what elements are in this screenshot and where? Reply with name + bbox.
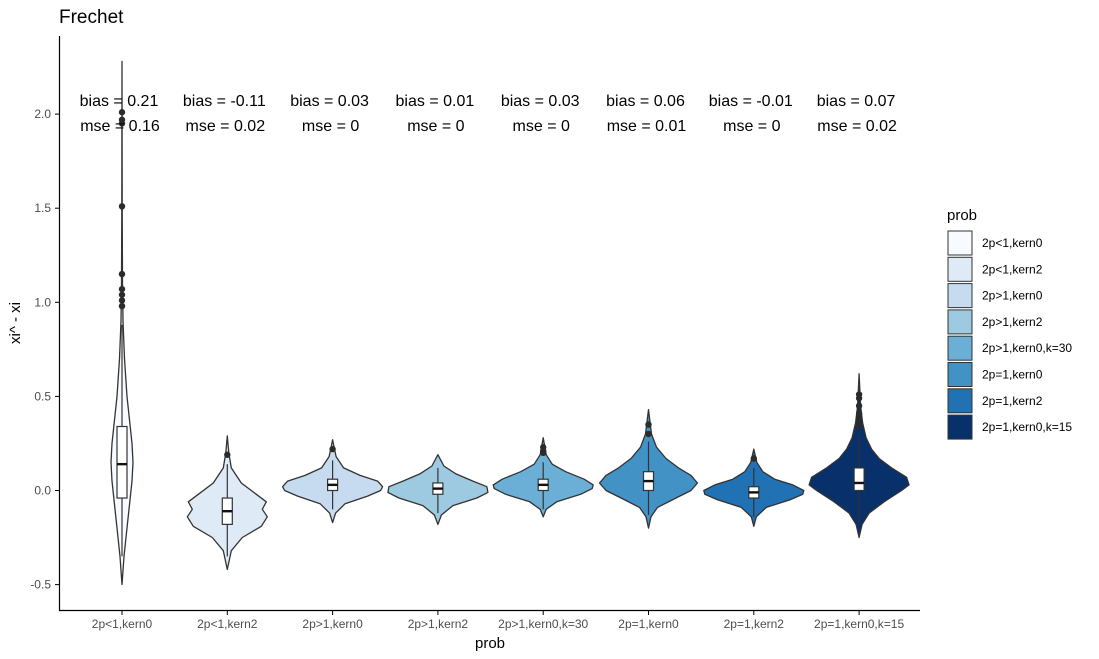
legend-label: 2p>1,kern2 [982, 315, 1043, 329]
chart-title: Frechet [59, 7, 124, 28]
legend-label: 2p<1,kern2 [982, 262, 1043, 276]
mse-label: mse = 0.16 [80, 118, 160, 135]
legend-swatch [947, 335, 973, 361]
legend-label: 2p=1,kern0,k=15 [982, 420, 1072, 434]
bias-label: bias = 0.07 [817, 93, 896, 110]
outlier-point [645, 421, 652, 428]
outlier-point [750, 455, 757, 462]
legend-swatch [947, 309, 973, 335]
bias-label: bias = 0.01 [396, 93, 475, 110]
outlier-point [118, 203, 126, 210]
outlier-point [645, 430, 652, 438]
x-tick-label: 2p=1,kern0 [618, 617, 679, 631]
outlier-point [118, 297, 126, 304]
y-tick-label: -0.5 [30, 578, 51, 592]
bias-label: bias = 0.06 [606, 93, 685, 110]
y-axis-title: xi^ - xi [7, 302, 24, 344]
x-tick-label: 2p>1,kern0,k=30 [498, 617, 588, 631]
legend-label: 2p=1,kern0 [982, 368, 1043, 382]
mse-label: mse = 0.02 [817, 118, 897, 135]
legend: prob 2p<1,kern0 2p<1,kern2 2p>1,kern0 2p>1,… [947, 207, 1072, 440]
outlier-point [118, 291, 126, 298]
outlier-point [855, 402, 863, 410]
bias-label: bias = 0.21 [80, 93, 159, 110]
mse-label: mse = 0.01 [607, 118, 687, 135]
outlier-point [855, 391, 863, 398]
x-tick-label: 2p<1,kern2 [197, 617, 258, 631]
x-tick-label: 2p>1,kern0 [302, 617, 363, 631]
bias-label: bias = -0.01 [709, 93, 793, 110]
outlier-point [118, 116, 126, 123]
outlier-point [118, 285, 126, 293]
legend-swatch [947, 414, 973, 440]
legend-title: prob [947, 207, 977, 224]
violins-layer [110, 60, 910, 586]
y-tick-label: 2.0 [34, 107, 51, 121]
box-iqr [116, 425, 128, 499]
legend-label: 2p<1,kern0 [982, 236, 1043, 250]
mse-label: mse = 0 [302, 118, 359, 135]
y-tick-label: 0.5 [34, 389, 51, 403]
x-tick-label: 2p<1,kern0 [92, 617, 153, 631]
x-tick-label: 2p>1,kern2 [408, 617, 469, 631]
outlier-point [855, 423, 863, 430]
outlier-point [855, 410, 863, 417]
legend-swatch [947, 230, 973, 256]
legend-swatch [947, 362, 973, 387]
outlier-point [118, 270, 126, 278]
outlier-point [118, 302, 126, 310]
legend-swatch [947, 388, 973, 414]
y-tick-label: 0.0 [34, 484, 51, 498]
x-axis-title: prob [475, 635, 505, 652]
outlier-point [118, 109, 126, 116]
bias-label: bias = 0.03 [501, 93, 580, 110]
y-tick-label: 1.5 [34, 201, 51, 215]
mse-label: mse = 0 [513, 118, 570, 135]
legend-label: 2p>1,kern0,k=30 [982, 341, 1072, 355]
mse-label: mse = 0.02 [185, 118, 265, 135]
bias-label: bias = 0.03 [290, 93, 369, 110]
legend-swatch [947, 283, 973, 309]
annotation-layer: bias = 0.21 mse = 0.16 bias = -0.11 mse = 0… [80, 93, 897, 135]
outlier-point [224, 451, 231, 458]
box-iqr [853, 467, 865, 492]
legend-label: 2p=1,kern2 [982, 394, 1043, 408]
y-tick-label: 1.0 [34, 295, 51, 309]
x-tick-label: 2p=1,kern2 [724, 617, 785, 631]
outlier-point [329, 445, 336, 453]
outlier-point [540, 444, 547, 451]
x-tick-label: 2p=1,kern0,k=15 [814, 617, 904, 631]
legend-swatch [947, 256, 973, 282]
mse-label: mse = 0 [723, 118, 780, 135]
bias-label: bias = -0.11 [183, 93, 266, 110]
axes: -0.5 0.0 0.5 1.0 1.5 2.0 2p<1,kern0 2p<1,kern2 2… [30, 36, 920, 631]
legend-label: 2p>1,kern0 [982, 289, 1043, 303]
mse-label: mse = 0 [407, 118, 464, 135]
